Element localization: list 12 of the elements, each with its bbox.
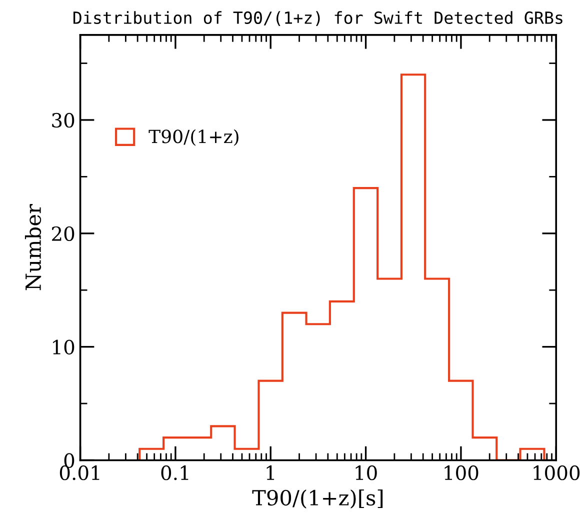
legend-label: T90/(1+z) xyxy=(148,129,238,146)
x-axis-title: T90/(1+z)[s] xyxy=(252,489,383,509)
x-tick-label: 100 xyxy=(444,465,478,480)
x-tick-label: 1 xyxy=(266,465,274,480)
chart-title: Distribution of T90/(1+z) for Swift Detected GRBs xyxy=(73,11,562,26)
y-tick-label: 20 xyxy=(52,226,74,242)
x-tick-label: 0.1 xyxy=(161,465,188,480)
x-tick-label: 1000 xyxy=(534,465,580,480)
y-axis-title: Number xyxy=(24,204,42,290)
y-tick-label: 30 xyxy=(52,112,74,128)
y-tick-label: 10 xyxy=(53,340,74,354)
x-tick-label: 10 xyxy=(356,465,377,480)
